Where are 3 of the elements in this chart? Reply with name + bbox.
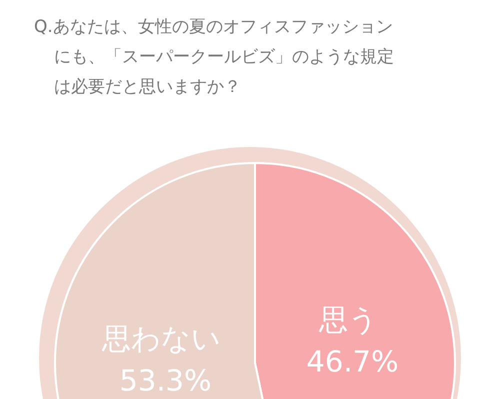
chart-title: Q.あなたは、女性の夏のオフィスファッションにも、「スーパークールビズ」のような規定は必要だと思いますか？ <box>34 16 395 99</box>
slice-label: 思う <box>318 302 378 336</box>
data-label: 46.7% <box>306 344 399 378</box>
